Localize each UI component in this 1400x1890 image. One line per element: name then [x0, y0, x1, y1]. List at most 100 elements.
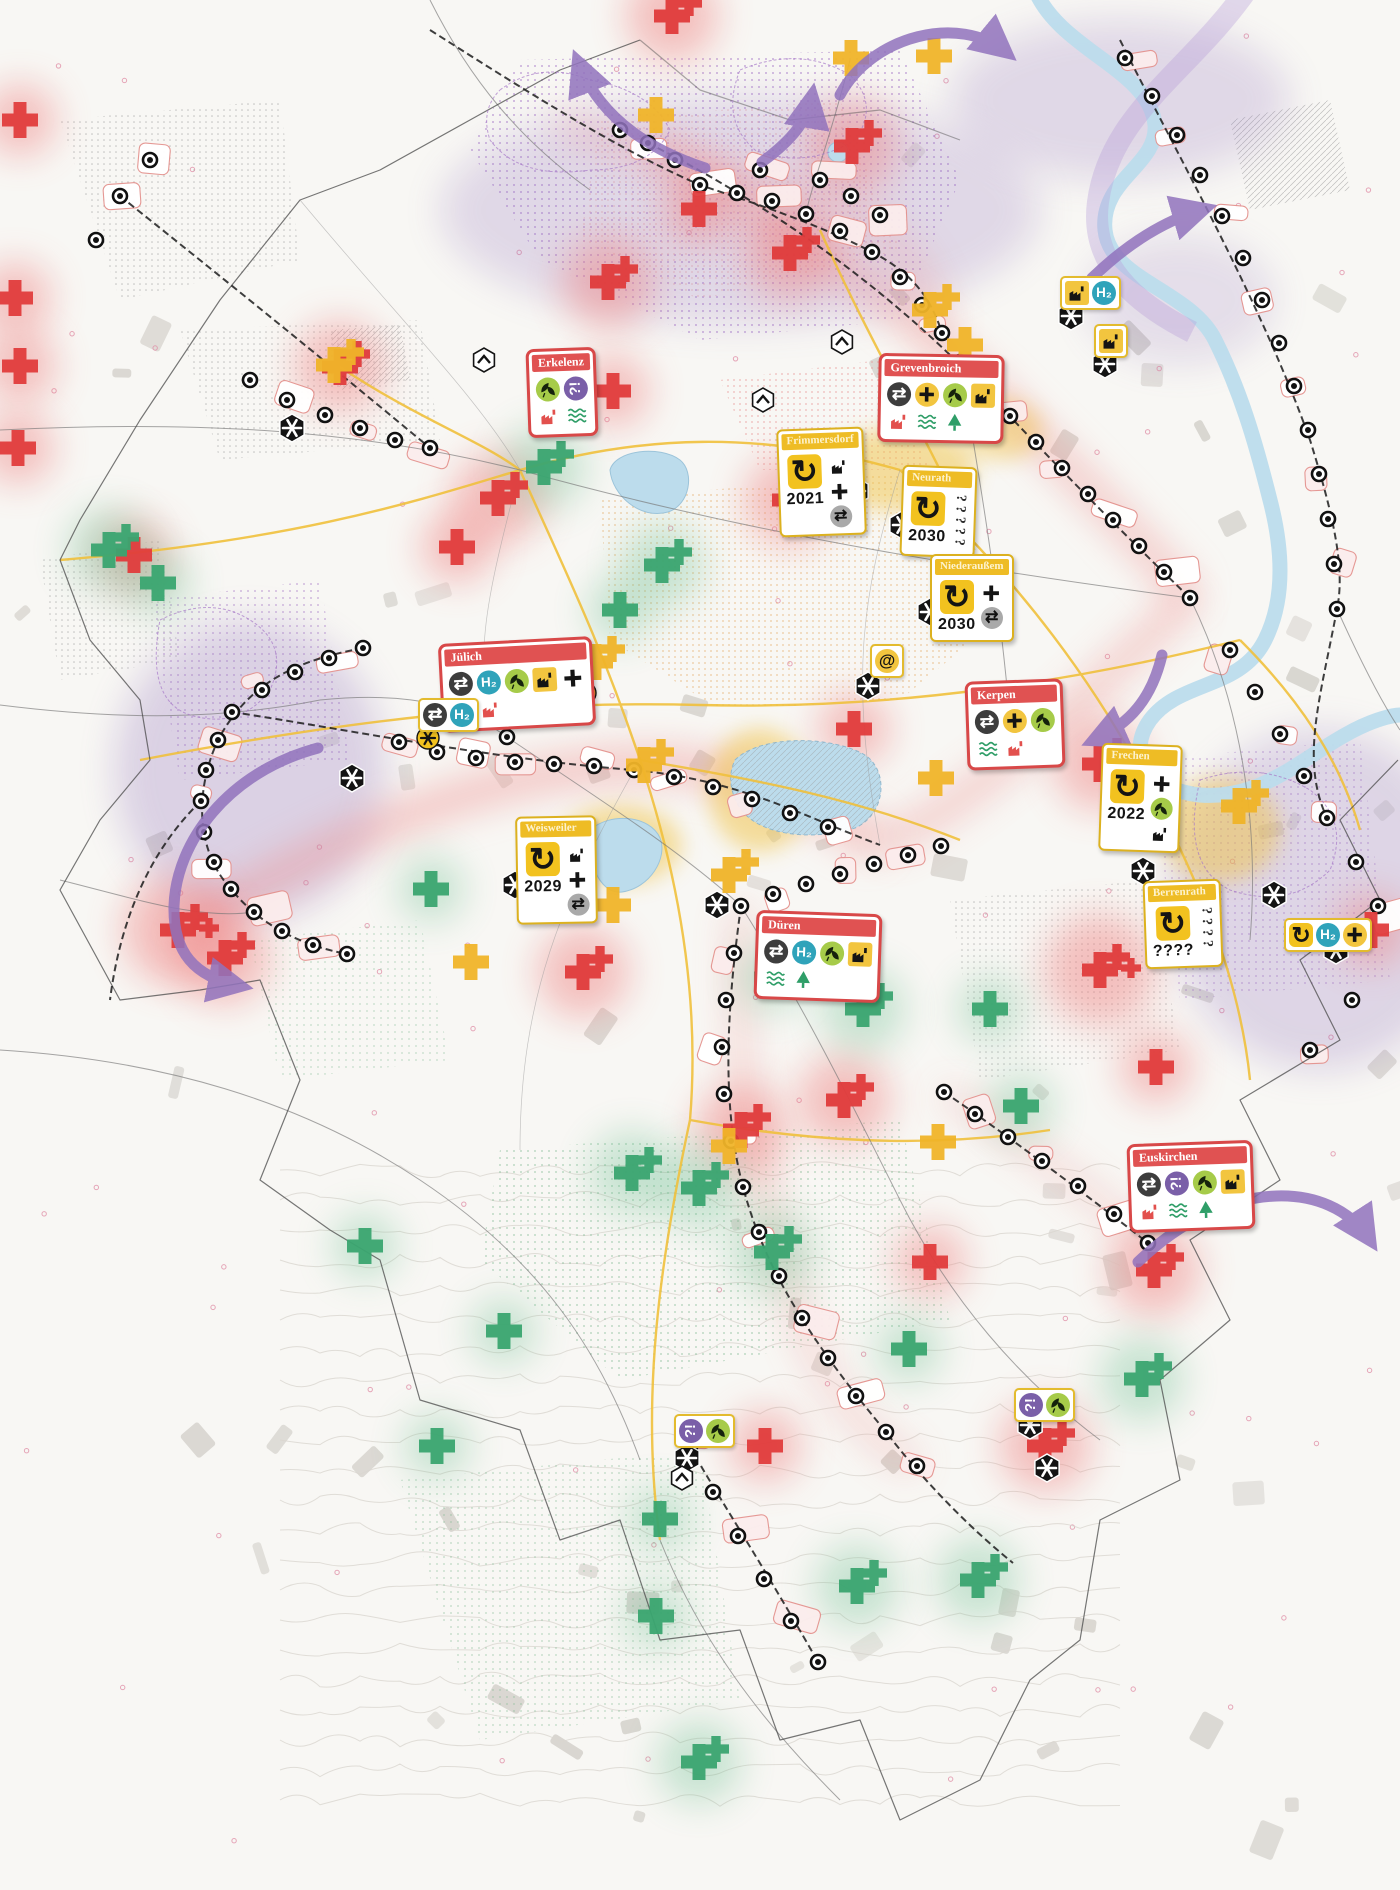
station-node — [704, 1483, 722, 1501]
leaf-icon — [1149, 797, 1173, 820]
callout-berrenrath[interactable]: Berrenrath ↻???????? — [1142, 878, 1224, 970]
station-node — [1246, 683, 1264, 701]
checkpoint-icon — [830, 329, 854, 355]
map-symbols — [0, 0, 1389, 1780]
callout-title: Neurath — [906, 469, 972, 488]
station-node — [304, 936, 322, 954]
callout-euskirchen[interactable]: Euskirchen ⇄?! — [1126, 1139, 1256, 1234]
tree-icon — [791, 967, 816, 992]
swap-icon: ⇄ — [448, 671, 474, 697]
station-node — [863, 243, 881, 261]
factory-red-icon — [478, 697, 503, 722]
station-node — [545, 755, 563, 773]
at-chip[interactable]: @ — [870, 644, 904, 678]
station-node — [1213, 207, 1231, 225]
station-node — [87, 231, 105, 249]
recycle-sm-icon: ↻ — [1289, 923, 1313, 947]
flow-arrow-west-loop — [168, 742, 324, 1003]
callout-dueren[interactable]: Düren ⇄ H₂ — [753, 909, 883, 1004]
intervention-cross-g — [960, 1554, 1008, 1598]
intervention-cross-g — [602, 592, 638, 628]
callout-niederaussem[interactable]: Niederaußem ↻ 2030 ⇄ — [930, 554, 1014, 642]
station-node — [763, 192, 781, 210]
station-node — [1105, 1205, 1123, 1223]
mine-site-icon — [279, 413, 305, 443]
station-node — [278, 391, 296, 409]
callout-kerpen[interactable]: Kerpen ⇄ — [964, 678, 1066, 771]
factory-yellow-icon — [1065, 281, 1089, 305]
intervention-cross-g — [1003, 1088, 1039, 1124]
station-node — [197, 761, 215, 779]
intervention-cross-g — [526, 441, 574, 485]
callout-grevenbroich[interactable]: Grevenbroich ⇄ — [877, 352, 1005, 445]
factory-red-icon — [886, 409, 910, 433]
swap-icon: ⇄ — [886, 382, 912, 407]
callout-frimmersdorf[interactable]: Frimmersdorf ↻ 2021 ⇄ — [776, 426, 868, 538]
factory-yellow-icon — [1220, 1169, 1246, 1194]
leaf-icon — [819, 941, 845, 966]
station-node — [1301, 1041, 1319, 1059]
recycle-h2-cross-chip[interactable]: ↻ H₂ — [1284, 918, 1372, 952]
station-node — [320, 649, 338, 667]
intervention-cross-r — [2, 102, 38, 138]
h2-icon: H₂ — [1092, 281, 1116, 305]
callout-title: Weisweiler — [520, 820, 592, 838]
leaf-icon — [942, 383, 968, 408]
intervention-cross-r — [0, 430, 36, 466]
station-node — [782, 1612, 800, 1630]
station-node — [899, 846, 917, 864]
station-node — [717, 991, 735, 1009]
qexcl-icon: ?! — [1019, 1393, 1043, 1417]
intervention-cross-g — [140, 565, 176, 601]
callout-erkelenz[interactable]: Erkelenz?! — [525, 346, 599, 439]
mine-site-icon — [339, 763, 365, 793]
recycle-icon: ↻ — [910, 490, 946, 526]
station-node — [819, 1349, 837, 1367]
mine-site-icon — [704, 890, 730, 920]
factory-h2-chip[interactable]: H₂ — [1060, 276, 1121, 310]
station-node — [704, 778, 722, 796]
station-node — [421, 439, 439, 457]
intervention-cross-y — [595, 887, 631, 923]
station-node — [999, 1128, 1017, 1146]
station-node — [734, 1178, 752, 1196]
callout-neurath[interactable]: Neurath ↻ 2030????? — [899, 464, 978, 559]
station-node — [728, 184, 746, 202]
rhine-river — [1031, 0, 1400, 803]
qexcl-leaf-chip-2[interactable]: ?! — [1014, 1388, 1075, 1422]
station-node — [1299, 421, 1317, 439]
station-node — [1271, 725, 1289, 743]
station-node — [665, 768, 683, 786]
intervention-cross-r — [0, 280, 33, 316]
callout-title: Frechen — [1106, 747, 1178, 767]
cross-yc-icon — [1002, 708, 1028, 734]
lake-garzweiler — [609, 450, 689, 514]
swap-icon: ⇄ — [974, 709, 1000, 735]
station-node — [797, 205, 815, 223]
phaseout-year: 2030 — [938, 615, 976, 633]
intervention-cross-r — [1027, 1420, 1075, 1464]
swap-h2-chip[interactable]: ⇄ H₂ — [418, 698, 479, 732]
intervention-cross-g — [347, 1228, 383, 1264]
qexcl-icon: ?! — [1164, 1171, 1190, 1196]
station-node — [1130, 537, 1148, 555]
intervention-cross-y — [577, 636, 625, 680]
station-node — [732, 897, 750, 915]
waves-icon — [975, 737, 1000, 762]
h2-icon: H₂ — [791, 940, 817, 965]
callout-frechen[interactable]: Frechen ↻ 2022 — [1098, 742, 1183, 854]
cross-icon — [829, 480, 852, 503]
station-node — [865, 855, 883, 873]
station-node — [241, 371, 259, 389]
station-node — [192, 792, 210, 810]
station-node — [209, 731, 227, 749]
station-node — [811, 171, 829, 189]
intervention-cross-g — [91, 524, 139, 568]
swap-grey-icon: ⇄ — [567, 893, 590, 916]
callout-weisweiler[interactable]: Weisweiler ↻ 2029 ⇄ — [515, 815, 598, 925]
station-node — [1104, 511, 1122, 529]
swap-grey-icon: ⇄ — [829, 504, 853, 528]
qexcl-leaf-chip[interactable]: ?! — [674, 1414, 735, 1448]
factory-chip[interactable] — [1094, 324, 1128, 358]
station-node — [338, 945, 356, 963]
